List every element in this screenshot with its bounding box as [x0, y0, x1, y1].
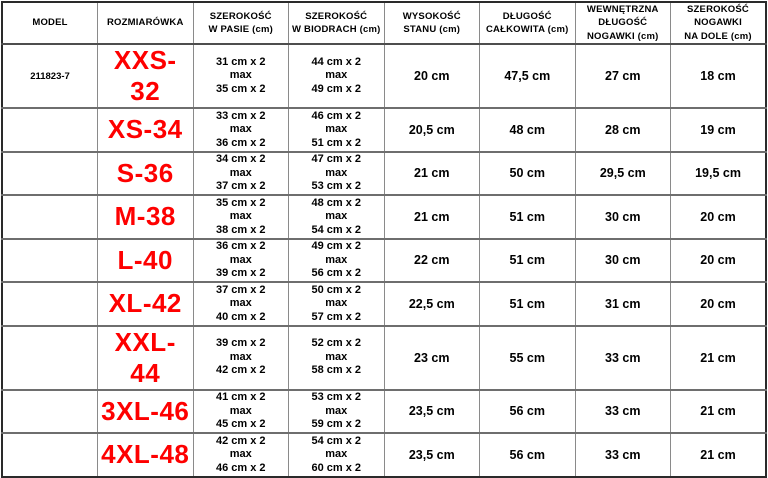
col-header-inseam: WEWNĘTRZNA DŁUGOŚĆ NOGAWKI (cm)	[574, 1, 671, 45]
table-row: XS-34 33 cm x 2 max 36 cm x 2 46 cm x 2 ma…	[1, 107, 767, 152]
rise-cell: 23 cm	[383, 324, 480, 390]
table-header-row: MODEL ROZMIARÓWKA SZEROKOŚĆ W PASIE (cm)…	[1, 1, 767, 45]
length-cell: 56 cm	[479, 388, 576, 434]
leg-cell: 18 cm	[670, 43, 767, 109]
rise-cell: 23,5 cm	[383, 432, 480, 477]
table-row: L-40 36 cm x 2 max 39 cm x 2 49 cm x 2 max…	[1, 237, 767, 283]
length-cell: 51 cm	[479, 194, 576, 239]
leg-cell: 21 cm	[670, 388, 767, 434]
leg-cell: 21 cm	[670, 432, 767, 477]
rise-cell: 20 cm	[383, 43, 480, 109]
waist-cell: 34 cm x 2 max 37 cm x 2	[192, 150, 289, 196]
col-header-length: DŁUGOŚĆ CAŁKOWITA (cm)	[479, 1, 576, 45]
waist-cell: 33 cm x 2 max 36 cm x 2	[192, 107, 289, 152]
leg-cell: 21 cm	[670, 324, 767, 390]
size-cell: S-36	[97, 150, 194, 196]
model-cell	[1, 324, 98, 390]
hips-cell: 49 cm x 2 max 56 cm x 2	[288, 237, 385, 283]
waist-cell: 42 cm x 2 max 46 cm x 2	[192, 432, 289, 477]
inseam-cell: 28 cm	[574, 107, 671, 152]
hips-cell: 47 cm x 2 max 53 cm x 2	[288, 150, 385, 196]
hips-cell: 44 cm x 2 max 49 cm x 2	[288, 43, 385, 109]
size-cell: XS-34	[97, 107, 194, 152]
hips-cell: 52 cm x 2 max 58 cm x 2	[288, 324, 385, 390]
rise-cell: 21 cm	[383, 150, 480, 196]
table-row: XXL-44 39 cm x 2 max 42 cm x 2 52 cm x 2 m…	[1, 324, 767, 390]
size-cell: L-40	[97, 237, 194, 283]
length-cell: 50 cm	[479, 150, 576, 196]
inseam-cell: 33 cm	[574, 324, 671, 390]
hips-cell: 50 cm x 2 max 57 cm x 2	[288, 281, 385, 326]
waist-cell: 39 cm x 2 max 42 cm x 2	[192, 324, 289, 390]
leg-cell: 19 cm	[670, 107, 767, 152]
table-row: 3XL-46 41 cm x 2 max 45 cm x 2 53 cm x 2 m…	[1, 388, 767, 434]
length-cell: 47,5 cm	[479, 43, 576, 109]
col-header-rise: WYSOKOŚĆ STANU (cm)	[383, 1, 480, 45]
waist-cell: 31 cm x 2 max 35 cm x 2	[192, 43, 289, 109]
waist-cell: 35 cm x 2 max 38 cm x 2	[192, 194, 289, 239]
length-cell: 55 cm	[479, 324, 576, 390]
size-cell: 3XL-46	[97, 388, 194, 434]
rise-cell: 22,5 cm	[383, 281, 480, 326]
inseam-cell: 29,5 cm	[574, 150, 671, 196]
inseam-cell: 33 cm	[574, 388, 671, 434]
waist-cell: 37 cm x 2 max 40 cm x 2	[192, 281, 289, 326]
model-cell	[1, 150, 98, 196]
model-cell	[1, 432, 98, 477]
model-cell	[1, 388, 98, 434]
col-header-size: ROZMIARÓWKA	[97, 1, 194, 45]
hips-cell: 54 cm x 2 max 60 cm x 2	[288, 432, 385, 477]
rise-cell: 20,5 cm	[383, 107, 480, 152]
leg-cell: 19,5 cm	[670, 150, 767, 196]
model-cell	[1, 194, 98, 239]
rise-cell: 21 cm	[383, 194, 480, 239]
col-header-leg: SZEROKOŚĆ NOGAWKI NA DOLE (cm)	[670, 1, 767, 45]
table-row: M-38 35 cm x 2 max 38 cm x 2 48 cm x 2 max…	[1, 194, 767, 239]
size-cell: XXS-32	[97, 43, 194, 109]
leg-cell: 20 cm	[670, 237, 767, 283]
col-header-hips: SZEROKOŚĆ W BIODRACH (cm)	[288, 1, 385, 45]
inseam-cell: 33 cm	[574, 432, 671, 477]
rise-cell: 22 cm	[383, 237, 480, 283]
length-cell: 56 cm	[479, 432, 576, 477]
col-header-waist: SZEROKOŚĆ W PASIE (cm)	[192, 1, 289, 45]
rise-cell: 23,5 cm	[383, 388, 480, 434]
model-cell	[1, 107, 98, 152]
table-row: XL-42 37 cm x 2 max 40 cm x 2 50 cm x 2 ma…	[1, 281, 767, 326]
length-cell: 51 cm	[479, 237, 576, 283]
table-row: S-36 34 cm x 2 max 37 cm x 2 47 cm x 2 max…	[1, 150, 767, 196]
table-row: 211823-7 XXS-32 31 cm x 2 max 35 cm x 2 44 …	[1, 43, 767, 109]
hips-cell: 46 cm x 2 max 51 cm x 2	[288, 107, 385, 152]
hips-cell: 53 cm x 2 max 59 cm x 2	[288, 388, 385, 434]
size-cell: 4XL-48	[97, 432, 194, 477]
waist-cell: 41 cm x 2 max 45 cm x 2	[192, 388, 289, 434]
hips-cell: 48 cm x 2 max 54 cm x 2	[288, 194, 385, 239]
length-cell: 51 cm	[479, 281, 576, 326]
leg-cell: 20 cm	[670, 281, 767, 326]
waist-cell: 36 cm x 2 max 39 cm x 2	[192, 237, 289, 283]
leg-cell: 20 cm	[670, 194, 767, 239]
inseam-cell: 27 cm	[574, 43, 671, 109]
inseam-cell: 30 cm	[574, 237, 671, 283]
size-cell: XXL-44	[97, 324, 194, 390]
length-cell: 48 cm	[479, 107, 576, 152]
model-cell: 211823-7	[1, 43, 98, 109]
inseam-cell: 30 cm	[574, 194, 671, 239]
table-body: 211823-7 XXS-32 31 cm x 2 max 35 cm x 2 44 …	[1, 43, 767, 477]
size-cell: M-38	[97, 194, 194, 239]
inseam-cell: 31 cm	[574, 281, 671, 326]
model-cell	[1, 237, 98, 283]
table-row: 4XL-48 42 cm x 2 max 46 cm x 2 54 cm x 2 m…	[1, 432, 767, 477]
model-cell	[1, 281, 98, 326]
col-header-model: MODEL	[1, 1, 98, 45]
size-cell: XL-42	[97, 281, 194, 326]
